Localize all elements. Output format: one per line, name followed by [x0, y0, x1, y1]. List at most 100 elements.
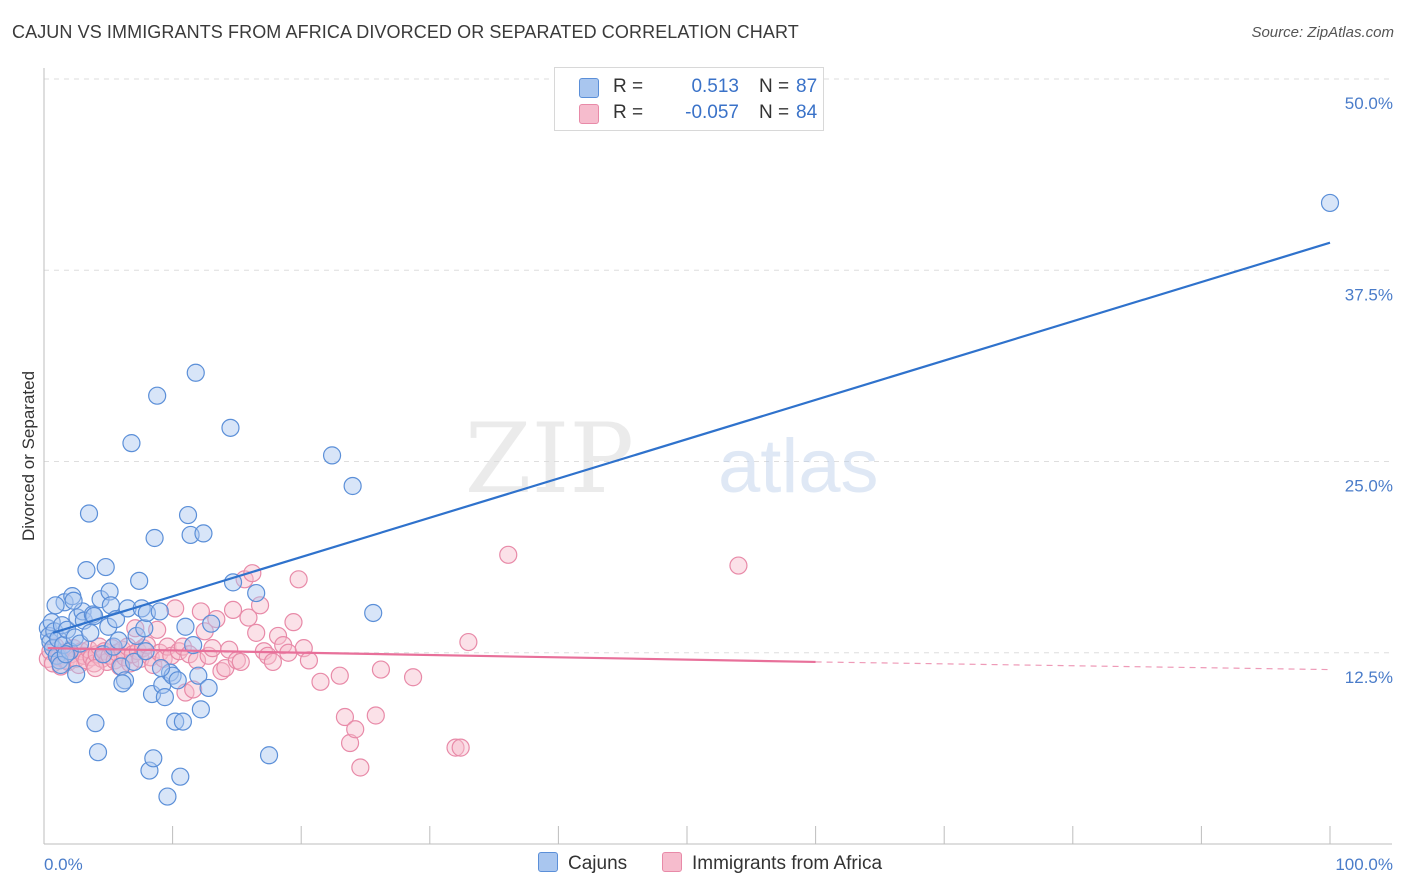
data-point-africa — [729, 556, 748, 575]
y-tick-label: 12.5% — [1345, 668, 1393, 687]
legend-swatch-africa — [579, 104, 599, 124]
data-point-cajun — [88, 743, 108, 762]
data-point-cajun — [199, 678, 218, 698]
data-point-africa — [346, 720, 365, 739]
trend-line-africa-extrapolated — [815, 661, 1331, 671]
data-point-cajun — [160, 663, 180, 682]
legend-swatch-cajuns — [579, 78, 599, 98]
data-point-cajun — [191, 700, 210, 719]
bottom-legend-cajuns: Cajuns — [538, 852, 627, 875]
data-point-cajun — [364, 603, 383, 623]
data-point-africa — [243, 564, 262, 583]
correlation-legend: R = 0.513 N = 87 R = -0.057 N = 84 — [554, 67, 824, 131]
trend-line-africa — [47, 647, 816, 664]
data-point-cajun — [176, 617, 195, 636]
data-point-cajun — [184, 635, 203, 655]
legend-r-value: -0.057 — [685, 102, 739, 123]
data-point-cajun — [109, 631, 128, 650]
trend-line-cajuns — [52, 241, 1331, 634]
data-point-cajun — [136, 642, 155, 661]
data-point-cajun — [194, 524, 213, 543]
data-point-africa — [403, 668, 423, 687]
data-point-cajun — [150, 602, 169, 621]
bottom-legend-swatch-cajuns — [538, 852, 558, 872]
data-point-africa — [239, 608, 258, 627]
data-point-cajun — [100, 582, 119, 601]
data-point-cajun — [79, 504, 99, 523]
data-point-africa — [371, 660, 391, 679]
data-point-africa — [86, 658, 105, 678]
series-cajuns — [38, 193, 1340, 806]
watermark-zip: ZIP — [465, 403, 634, 515]
legend-n-value: 84 — [796, 102, 818, 123]
data-point-cajun — [113, 674, 132, 693]
legend-r-label: R = — [613, 76, 644, 97]
data-point-cajun — [51, 655, 70, 675]
source-credit: Source: ZipAtlas.com — [1251, 24, 1394, 41]
data-point-cajun — [158, 787, 177, 806]
data-point-africa — [340, 733, 360, 753]
data-point-cajun — [56, 645, 75, 664]
data-point-cajun — [178, 505, 198, 525]
data-point-africa — [268, 626, 288, 646]
data-point-cajun — [85, 606, 104, 626]
data-point-cajun — [144, 749, 163, 768]
data-point-cajun — [135, 619, 154, 638]
data-point-cajun — [96, 557, 115, 577]
data-point-africa — [335, 707, 355, 727]
data-point-cajun — [343, 476, 362, 496]
data-point-africa — [247, 623, 266, 642]
bottom-legend-africa: Immigrants from Africa — [662, 852, 882, 875]
tick-labels: 12.5% 25.0% 37.5% 50.0% 0.0% 100.0% — [44, 94, 1393, 874]
y-tick-label: 37.5% — [1345, 285, 1393, 304]
data-point-africa — [191, 602, 210, 621]
x-tick-label: 100.0% — [1335, 855, 1393, 874]
data-point-cajun — [145, 528, 164, 548]
data-point-cajun — [46, 596, 65, 615]
legend-r-value: 0.513 — [691, 76, 739, 97]
data-point-cajun — [189, 666, 208, 685]
data-point-cajun — [124, 652, 144, 672]
y-tick-label: 50.0% — [1345, 94, 1393, 113]
data-point-cajun — [186, 363, 205, 382]
data-point-africa — [351, 758, 370, 777]
data-point-africa — [184, 680, 203, 699]
data-point-cajun — [221, 418, 240, 437]
data-point-africa — [223, 600, 243, 620]
bottom-legend-label-cajuns: Cajuns — [568, 853, 628, 874]
trend-lines — [47, 241, 1331, 671]
y-axis-label: Divorced or Separated — [19, 371, 38, 541]
data-point-cajun — [155, 688, 174, 707]
chart-title: CAJUN VS IMMIGRANTS FROM AFRICA DIVORCED… — [12, 22, 799, 42]
data-point-africa — [311, 672, 330, 691]
legend-n-label: N = — [759, 102, 790, 123]
bottom-legend-label-africa: Immigrants from Africa — [692, 853, 883, 874]
data-point-cajun — [67, 665, 86, 684]
data-point-africa — [284, 613, 303, 632]
data-point-africa — [203, 639, 222, 658]
data-point-africa — [263, 652, 283, 672]
data-point-africa — [330, 666, 349, 685]
data-point-cajun — [247, 583, 266, 603]
axes — [43, 68, 1392, 845]
data-point-cajun — [81, 623, 100, 642]
data-point-africa — [446, 738, 465, 757]
data-point-africa — [451, 738, 470, 757]
data-point-cajun — [130, 571, 149, 590]
data-point-africa — [499, 545, 518, 564]
data-point-cajun — [173, 712, 192, 731]
data-point-cajun — [64, 591, 83, 610]
data-point-cajun — [166, 712, 185, 731]
y-tick-label: 25.0% — [1345, 477, 1393, 496]
data-point-cajun — [99, 617, 118, 636]
data-point-africa — [289, 570, 308, 589]
data-point-africa — [299, 651, 319, 670]
watermark-atlas: atlas — [718, 424, 879, 509]
data-point-africa — [166, 599, 185, 618]
legend-r-label: R = — [613, 102, 644, 123]
data-point-cajun — [58, 620, 77, 639]
legend-n-value: 87 — [796, 76, 818, 97]
data-point-cajun — [148, 386, 167, 405]
data-point-cajun — [168, 671, 187, 690]
